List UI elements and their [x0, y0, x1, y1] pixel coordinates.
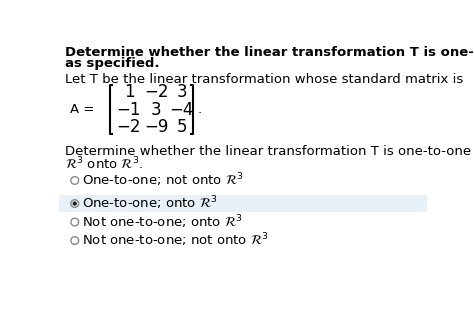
Text: 5: 5	[176, 118, 187, 136]
Text: Let T be the linear transformation whose standard matrix is: Let T be the linear transformation whose…	[65, 73, 464, 86]
Text: One-to-one; onto $\mathcal{R}^3$: One-to-one; onto $\mathcal{R}^3$	[82, 195, 218, 212]
Text: 3: 3	[151, 100, 162, 119]
Text: Determine whether the linear transformation T is one-to-one and whether it maps: Determine whether the linear transformat…	[65, 46, 474, 59]
Text: −2: −2	[144, 83, 168, 101]
Text: One-to-one; not onto $\mathcal{R}^3$: One-to-one; not onto $\mathcal{R}^3$	[82, 172, 244, 189]
Text: .: .	[197, 103, 201, 116]
Text: Not one-to-one; onto $\mathcal{R}^3$: Not one-to-one; onto $\mathcal{R}^3$	[82, 213, 243, 231]
Text: Not one-to-one; not onto $\mathcal{R}^3$: Not one-to-one; not onto $\mathcal{R}^3$	[82, 232, 269, 249]
Text: −1: −1	[117, 100, 141, 119]
Text: $\mathcal{R}^3$ onto $\mathcal{R}^3$.: $\mathcal{R}^3$ onto $\mathcal{R}^3$.	[65, 156, 144, 172]
Circle shape	[73, 201, 77, 206]
Bar	[59, 195, 427, 212]
Text: 3: 3	[176, 83, 187, 101]
Text: −4: −4	[170, 100, 194, 119]
Text: as specified.: as specified.	[65, 57, 160, 70]
Text: A =: A =	[70, 103, 94, 116]
Text: −9: −9	[144, 118, 168, 136]
Text: 1: 1	[124, 83, 134, 101]
Text: −2: −2	[117, 118, 141, 136]
Text: Determine whether the linear transformation T is one-to-one and whether it maps: Determine whether the linear transformat…	[65, 145, 474, 158]
